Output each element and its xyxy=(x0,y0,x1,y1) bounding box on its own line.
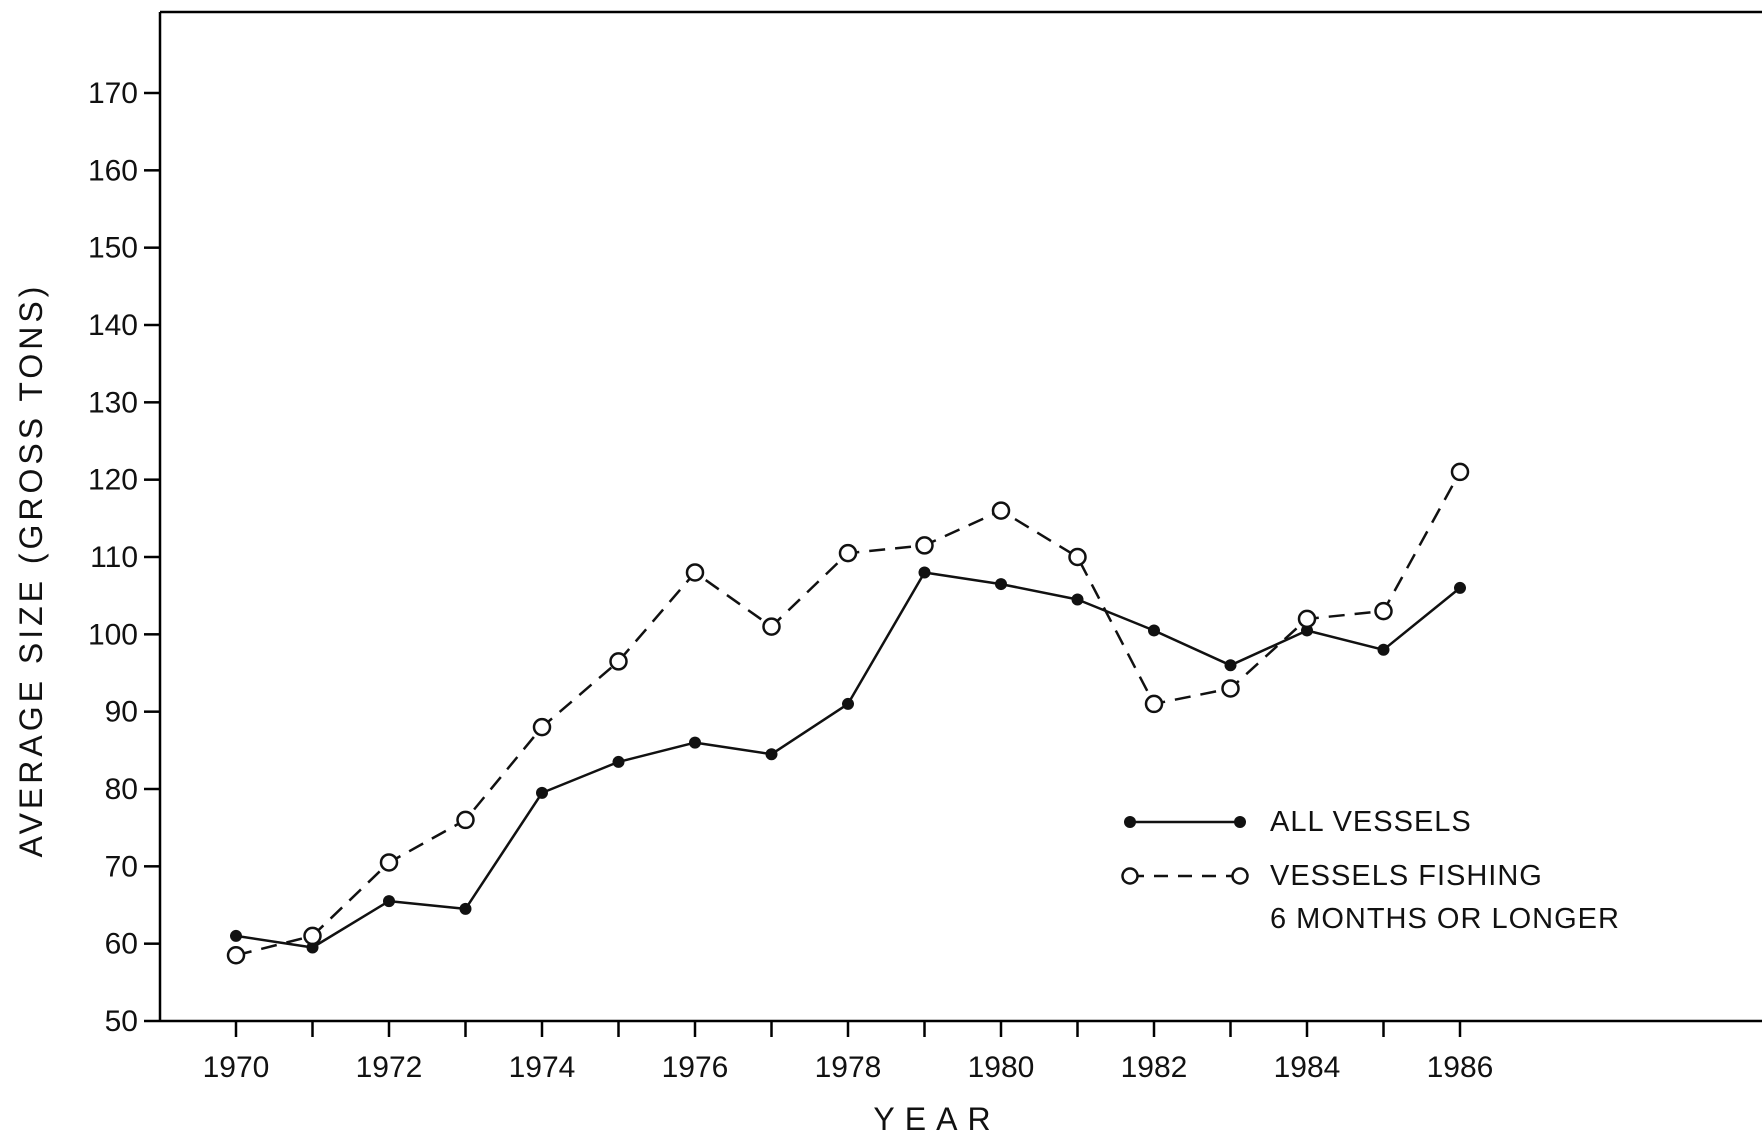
x-tick-label: 1976 xyxy=(662,1051,729,1084)
data-point-all-vessels xyxy=(230,929,242,942)
data-point-all-vessels xyxy=(1148,624,1160,637)
y-axis-ticks: 50 60 70 80 90 100 110 120 130 140 150 160 170 xyxy=(88,77,160,1038)
x-tick-label: 1974 xyxy=(509,1051,576,1084)
x-tick-label: 1970 xyxy=(203,1051,270,1084)
y-tick-label: 50 xyxy=(105,1005,138,1038)
data-point-vessels-fishing xyxy=(838,543,858,563)
x-tick-label: 1972 xyxy=(356,1051,423,1084)
y-tick-label: 90 xyxy=(105,696,138,729)
data-point-all-vessels xyxy=(1224,659,1237,672)
legend-label-all-vessels: ALL VESSELS xyxy=(1270,806,1472,838)
data-point-vessels-fishing xyxy=(609,652,628,671)
legend-open-marker-right xyxy=(1231,867,1249,885)
y-tick-label: 130 xyxy=(88,386,138,419)
x-axis-ticks: 1970 1972 1974 1976 1978 1980 1982 1984 1986 xyxy=(203,1021,1494,1084)
data-point-all-vessels xyxy=(612,755,625,768)
data-point-vessels-fishing xyxy=(1450,462,1470,482)
data-point-all-vessels xyxy=(689,736,701,749)
x-axis-title: YEAR xyxy=(873,1101,1000,1134)
data-point-vessels-fishing xyxy=(991,501,1011,520)
y-tick-label: 70 xyxy=(105,850,138,883)
y-tick-label: 170 xyxy=(88,77,138,110)
x-tick-label: 1980 xyxy=(968,1051,1035,1084)
legend-label-six-months: 6 MONTHS OR LONGER xyxy=(1270,903,1620,935)
data-point-vessels-fishing xyxy=(685,563,705,582)
data-point-vessels-fishing xyxy=(1297,609,1317,629)
data-point-all-vessels xyxy=(1454,581,1466,594)
y-tick-label: 110 xyxy=(90,541,138,574)
data-point-vessels-fishing xyxy=(226,946,246,965)
data-point-all-vessels xyxy=(1071,593,1084,606)
y-tick-label: 140 xyxy=(88,309,138,342)
data-point-vessels-fishing xyxy=(1221,679,1240,698)
legend-label-vessels-fishing: VESSELS FISHING xyxy=(1270,860,1543,892)
data-point-vessels-fishing xyxy=(1068,547,1087,567)
data-point-vessels-fishing xyxy=(532,717,552,737)
legend-filled-marker-right xyxy=(1234,816,1246,828)
legend-filled-marker-left xyxy=(1124,816,1136,828)
data-point-vessels-fishing xyxy=(762,617,781,636)
x-tick-label: 1986 xyxy=(1427,1051,1494,1084)
y-tick-label: 150 xyxy=(88,232,138,265)
x-tick-label: 1978 xyxy=(815,1051,882,1084)
data-point-all-vessels xyxy=(995,578,1007,591)
data-point-all-vessels xyxy=(459,902,472,915)
data-point-all-vessels xyxy=(536,786,548,799)
data-point-all-vessels xyxy=(1377,643,1390,656)
data-point-vessels-fishing xyxy=(915,536,934,555)
legend: ALL VESSELS VESSELS FISHING 6 MONTHS OR … xyxy=(1121,806,1620,935)
series-layer xyxy=(226,462,1470,965)
y-axis-title: AVERAGE SIZE (GROSS TONS) xyxy=(13,283,49,858)
data-point-all-vessels xyxy=(383,895,395,908)
data-point-vessels-fishing xyxy=(1374,601,1393,621)
y-tick-label: 80 xyxy=(105,773,138,806)
y-tick-label: 60 xyxy=(105,928,138,961)
x-tick-label: 1984 xyxy=(1274,1051,1341,1084)
y-tick-label: 120 xyxy=(88,464,138,497)
legend-open-marker-left xyxy=(1121,867,1139,885)
data-point-all-vessels xyxy=(918,566,931,579)
x-tick-label: 1982 xyxy=(1121,1051,1188,1084)
y-tick-label: 160 xyxy=(88,154,138,187)
data-point-all-vessels xyxy=(765,748,778,761)
y-tick-label: 100 xyxy=(88,618,138,651)
data-point-vessels-fishing xyxy=(303,926,322,946)
data-point-all-vessels xyxy=(842,697,854,710)
data-point-vessels-fishing xyxy=(456,810,475,830)
data-point-vessels-fishing xyxy=(379,853,399,872)
data-point-vessels-fishing xyxy=(1144,694,1164,714)
